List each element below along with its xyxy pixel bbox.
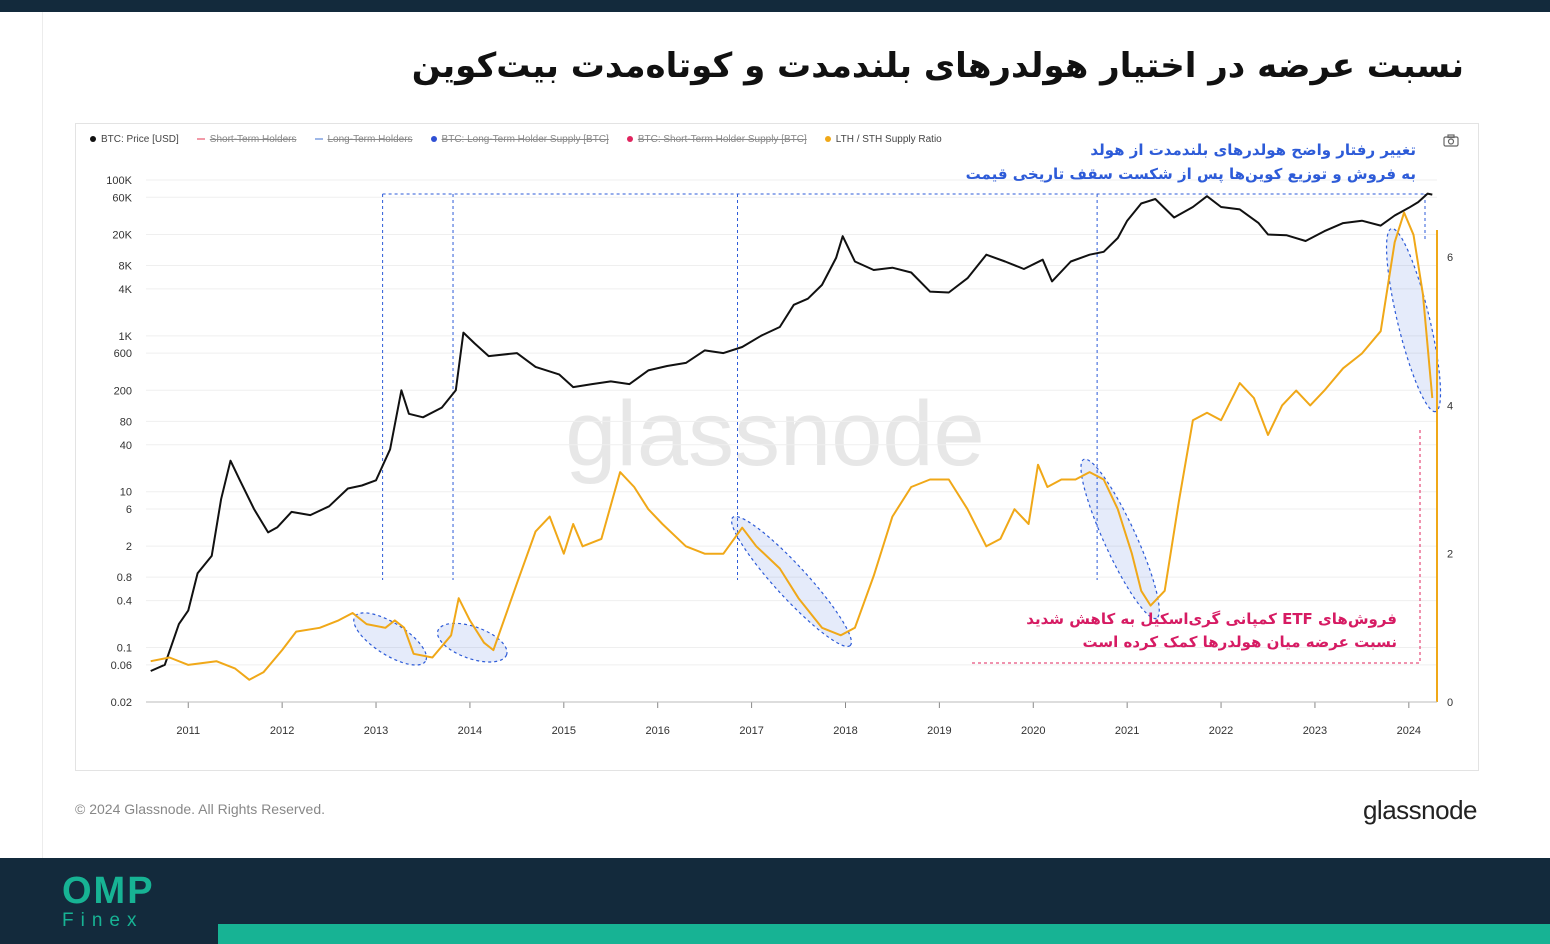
- x-tick-label: 2014: [458, 725, 482, 737]
- x-tick-label: 2012: [270, 725, 294, 737]
- x-tick-label: 2019: [927, 725, 951, 737]
- legend-label: Short-Term Holders: [209, 133, 297, 145]
- guide-lines: [382, 193, 1426, 664]
- y-left-tick-label: 10: [120, 487, 132, 499]
- ratio-line: [150, 211, 1434, 681]
- y-left-tick-label: 0.1: [117, 643, 132, 655]
- legend-label: BTC: Short-Term Holder Supply [BTC]: [637, 133, 807, 145]
- chart-legend: BTC: Price [USD] Short-Term Holders Long…: [90, 131, 960, 147]
- y-left-tick-label: 6: [126, 504, 132, 516]
- legend-marker: [626, 136, 633, 142]
- y-right-tick-label: 4: [1447, 400, 1453, 412]
- y-right-tick-label: 0: [1447, 697, 1453, 709]
- x-tick-label: 2011: [176, 725, 200, 737]
- annotation-blue: تغییر رفتار واضح هولدرهای بلندمدت از هول…: [896, 138, 1416, 186]
- y-left-tick-label: 600: [114, 348, 132, 360]
- legend-item-lth-supply[interactable]: BTC: Long-Term Holder Supply [BTC]: [430, 133, 609, 145]
- y-left-tick-label: 0.8: [117, 572, 132, 584]
- y-right-tick-label: 2: [1447, 549, 1453, 561]
- x-tick-label: 2015: [552, 725, 576, 737]
- highlight-ellipse: [1385, 227, 1442, 413]
- highlight-ellipse: [1080, 458, 1160, 620]
- legend-marker: [430, 136, 437, 142]
- finex-logo[interactable]: Finex: [62, 910, 144, 931]
- copyright-text: © 2024 Glassnode. All Rights Reserved.: [75, 801, 326, 817]
- legend-label: LTH / STH Supply Ratio: [835, 133, 942, 145]
- annotation-line: فروش‌های ETF کمپانی گری‌اسکیل به کاهش شد…: [1026, 610, 1397, 628]
- legend-item-sth-supply[interactable]: BTC: Short-Term Holder Supply [BTC]: [626, 133, 807, 145]
- x-tick-label: 2013: [364, 725, 388, 737]
- annotation-line: تغییر رفتار واضح هولدرهای بلندمدت از هول…: [1090, 141, 1416, 159]
- annotation-line: نسبت عرضه میان هولدرها کمک کرده است: [1082, 633, 1397, 651]
- footer-accent-bar: [218, 924, 1550, 944]
- y-left-tick-label: 40: [120, 440, 132, 452]
- y-left-tick-label: 8K: [119, 260, 133, 272]
- legend-item-sth[interactable]: Short-Term Holders: [196, 133, 297, 145]
- x-tick-label: 2017: [739, 725, 763, 737]
- y-right-tick-label: 6: [1447, 252, 1453, 264]
- axis-labels: 100K60K20K8K4K1K600200804010620.80.40.10…: [106, 175, 1453, 737]
- legend-item-ratio[interactable]: LTH / STH Supply Ratio: [824, 133, 942, 145]
- legend-item-price[interactable]: BTC: Price [USD]: [90, 134, 179, 145]
- price-line: [150, 192, 1433, 672]
- x-tick-label: 2018: [833, 725, 857, 737]
- left-divider: [42, 12, 43, 858]
- legend-marker: [196, 138, 205, 140]
- y-left-tick-label: 20K: [112, 229, 132, 241]
- highlight-ellipse: [353, 612, 428, 666]
- x-tick-label: 2023: [1303, 725, 1327, 737]
- legend-marker: [314, 138, 323, 140]
- series-lines: [150, 192, 1434, 681]
- legend-marker: [90, 136, 96, 142]
- legend-label: Long-Term Holders: [327, 133, 413, 145]
- y-left-tick-label: 0.02: [111, 697, 132, 709]
- y-left-tick-label: 1K: [119, 331, 133, 343]
- y-left-tick-label: 60K: [112, 192, 132, 204]
- x-tick-label: 2021: [1115, 725, 1139, 737]
- legend-marker: [824, 136, 831, 142]
- x-tick-label: 2016: [645, 725, 669, 737]
- y-left-tick-label: 2: [126, 541, 132, 553]
- highlight-ellipse: [436, 622, 508, 663]
- y-left-tick-label: 100K: [106, 175, 132, 187]
- page-title: نسبت عرضه در اختیار هولدرهای بلندمدت و ک…: [411, 46, 1464, 86]
- highlight-ellipses: [353, 227, 1442, 666]
- highlight-ellipse: [730, 515, 853, 648]
- y-left-tick-label: 200: [114, 385, 132, 397]
- annotation-line: به فروش و توزیع کوین‌ها پس از شکست سقف ت…: [965, 165, 1416, 183]
- top-bar: [0, 0, 1550, 12]
- camera-icon[interactable]: [1443, 134, 1459, 147]
- annotation-pink: فروش‌های ETF کمپانی گری‌اسکیل به کاهش شد…: [877, 608, 1397, 654]
- y-left-tick-label: 0.4: [117, 596, 132, 608]
- y-left-tick-label: 0.06: [111, 660, 132, 672]
- y-left-tick-label: 80: [120, 416, 132, 428]
- x-tick-label: 2022: [1209, 725, 1233, 737]
- x-tick-label: 2024: [1397, 725, 1421, 737]
- legend-item-lth[interactable]: Long-Term Holders: [314, 133, 413, 145]
- legend-label: BTC: Long-Term Holder Supply [BTC]: [441, 133, 609, 145]
- omp-logo[interactable]: OMP: [62, 870, 155, 912]
- chart-watermark: glassnode: [565, 383, 984, 485]
- legend-label: BTC: Price [USD]: [101, 133, 179, 145]
- brand-logo[interactable]: glassnode: [1362, 795, 1478, 825]
- y-left-tick-label: 4K: [119, 284, 133, 296]
- x-tick-label: 2020: [1021, 725, 1045, 737]
